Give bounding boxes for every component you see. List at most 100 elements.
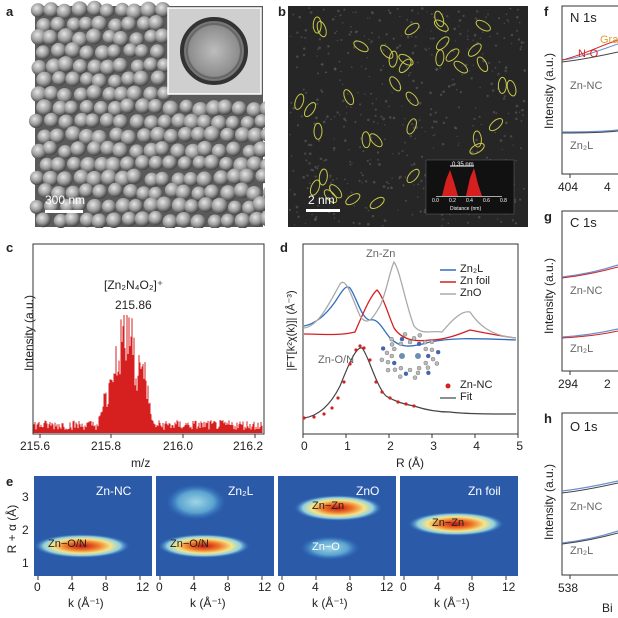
x-tick: 0	[156, 580, 163, 594]
x-tick: 8	[102, 580, 109, 594]
y-ticks: 3 2 1	[22, 490, 29, 570]
map-title-zn-nc: Zn-NC	[96, 484, 132, 498]
label-zn-nc: Zn-NC	[570, 501, 603, 513]
panel-f-label: f	[544, 4, 549, 19]
xps-o1s-chart	[561, 412, 618, 579]
x-tick: 12	[380, 580, 394, 594]
label-zn2l: Zn₂L	[570, 140, 594, 152]
annotation-zn-zn: Zn-Zn	[366, 248, 396, 260]
x-tick: 3	[430, 439, 437, 453]
panel-c-label: c	[6, 240, 14, 255]
exafs-chart	[302, 243, 519, 438]
x-ticks: 0 1 2 3 4 5	[301, 439, 523, 453]
x-tick: 4	[312, 580, 319, 594]
map-title-zn2l: Zn₂L	[228, 484, 254, 498]
x-axis-label: R (Å)	[396, 456, 424, 470]
haadf-image	[288, 6, 528, 227]
x-tick: 4	[190, 580, 197, 594]
xps-title: C 1s	[570, 215, 597, 230]
x-axis-label-partial: Bi	[602, 601, 613, 615]
panel-e-label: e	[6, 474, 14, 489]
panel-e: e R + α (Å) 3 2 1	[0, 472, 540, 618]
panel-b-label: b	[278, 4, 286, 19]
y-tick: 3	[22, 490, 29, 504]
scale-bar	[45, 210, 83, 213]
panel-d-label: d	[280, 240, 288, 255]
label-zn2l: Zn₂L	[570, 343, 594, 355]
x-tick: 215.6	[20, 439, 51, 453]
inset-tick: 0.4	[466, 198, 473, 204]
label-zn-nc: Zn-NC	[570, 80, 603, 92]
legend-zn2l: Zn₂L	[460, 263, 484, 275]
panel-g: g C 1s Zn-NC Zn₂L Intensity (a.u.) 294 2	[540, 205, 618, 405]
legend-zno: ZnO	[460, 287, 482, 299]
panel-d: d |FT[k²χ(k)]| (Å⁻³) Zn-Zn Zn-O/N Zn₂L Z…	[270, 236, 540, 472]
annotation-zn-o-n: Zn-O/N	[318, 354, 355, 366]
scale-bar-label: 2 nm	[308, 193, 335, 207]
x-tick: 294	[558, 377, 579, 391]
x-tick: 215.8	[91, 439, 122, 453]
x-tick: 0	[34, 580, 41, 594]
x-tick: 2	[387, 439, 394, 453]
map-title-zn-foil: Zn foil	[468, 484, 501, 498]
label-zn-nc: Zn-NC	[570, 285, 603, 297]
x-tick: 0	[400, 580, 407, 594]
sem-image	[28, 0, 279, 230]
x-axis-label: k (Å⁻¹)	[312, 596, 348, 610]
x-tick: 8	[346, 580, 353, 594]
xps-c1s-chart	[561, 210, 618, 375]
panel-b: b 2 nm 0.35 nm Distance (nm) 0.0 0.2 0.4…	[270, 0, 535, 228]
x-tick: 12	[136, 580, 150, 594]
map-feature: Zn−Zn	[312, 500, 345, 512]
x-tick: 4	[604, 180, 611, 194]
x-tick: 216.0	[163, 439, 194, 453]
x-tick: 4	[473, 439, 480, 453]
x-tick: 8	[468, 580, 475, 594]
map-title-zno: ZnO	[356, 484, 380, 498]
peak-label: 215.86	[115, 298, 152, 312]
panel-a: a 300 nm	[0, 0, 279, 230]
x-tick: 4	[434, 580, 441, 594]
inset-xlabel: Distance (nm)	[450, 206, 482, 212]
x-tick: 0	[301, 439, 308, 453]
x-tick: 2	[604, 377, 611, 391]
x-tick: 538	[558, 581, 579, 595]
x-tick: 1	[344, 439, 351, 453]
x-axis-label: k (Å⁻¹)	[190, 596, 226, 610]
y-axis-label: Intensity (a.u.)	[542, 463, 556, 541]
ms-chart	[32, 243, 265, 438]
xps-n1s-chart	[561, 5, 618, 178]
x-axis-label: m/z	[131, 456, 151, 470]
y-axis-label: Intensity (a.u.)	[542, 257, 556, 335]
formula-label: [Zn₂N₄O₂]⁺	[104, 278, 164, 292]
map-feature: Zn−Zn	[432, 517, 465, 529]
label-grap: Grap	[600, 34, 618, 46]
map-feature: Zn−O/N	[48, 538, 87, 550]
legend-fit: Fit	[460, 391, 473, 403]
inset-tick: 0.6	[483, 198, 490, 204]
y-axis-label: Intensity (a.u.)	[542, 52, 556, 130]
y-tick: 2	[22, 523, 29, 537]
legend-zn-nc: Zn-NC	[460, 379, 493, 391]
inset-ticks: 0.0 0.2 0.4 0.6 0.8	[432, 198, 507, 204]
xps-title: N 1s	[570, 10, 597, 25]
inset-tick: 0.8	[500, 198, 507, 204]
legend-zn-foil: Zn foil	[460, 275, 490, 287]
panel-g-label: g	[544, 209, 552, 224]
x-tick: 404	[558, 180, 579, 194]
x-axis-label: k (Å⁻¹)	[68, 596, 104, 610]
map-feature: Zn−O	[312, 541, 340, 553]
label-n-o: N-O	[578, 48, 599, 60]
inset-tick: 0.0	[432, 198, 439, 204]
wavelet-maps	[34, 476, 518, 580]
x-tick: 4	[68, 580, 75, 594]
panel-f: f N 1s Grap N-O Zn-NC Zn₂L Intensity (a.…	[540, 0, 618, 200]
panel-h: h O 1s Zn-NC Zn₂L Intensity (a.u.) 538 B…	[540, 405, 618, 618]
x-axis-label: k (Å⁻¹)	[434, 596, 470, 610]
x-tick: 12	[502, 580, 516, 594]
panel-a-label: a	[6, 4, 14, 19]
inset-measure: 0.35 nm	[452, 162, 474, 168]
xps-title: O 1s	[570, 419, 598, 434]
y-tick: 1	[22, 556, 29, 570]
x-tick: 5	[516, 439, 523, 453]
